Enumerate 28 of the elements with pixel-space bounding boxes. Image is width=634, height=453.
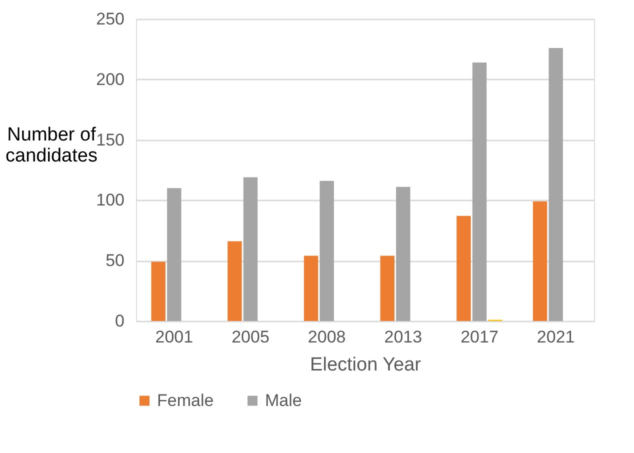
- y-tick-label: 100: [96, 190, 124, 210]
- y-tick-label: 200: [96, 70, 124, 89]
- bar: [548, 48, 563, 321]
- x-tick-label: 2017: [460, 328, 498, 346]
- y-tick-label: 0: [115, 312, 124, 330]
- legend-label: Female: [157, 390, 214, 410]
- bar: [472, 62, 487, 321]
- x-tick-label: 2008: [308, 328, 346, 346]
- legend-label: Male: [265, 390, 302, 410]
- bar: [320, 180, 334, 321]
- bar: [396, 186, 410, 321]
- bar: [532, 201, 548, 321]
- bar: [167, 188, 182, 321]
- bar: [243, 177, 258, 321]
- bar: [304, 256, 318, 321]
- x-tick-label: 2013: [384, 328, 422, 346]
- x-tick-label: 2021: [536, 328, 575, 346]
- y-tick-label: 250: [96, 10, 124, 28]
- bar: [456, 216, 471, 321]
- y-tick-label: 50: [106, 251, 124, 270]
- y-tick-label: 150: [96, 130, 124, 150]
- bar: [228, 241, 242, 321]
- x-tick-label: 2005: [232, 328, 270, 346]
- x-axis-title: Election Year: [310, 354, 422, 376]
- x-tick-label: 2001: [155, 328, 194, 346]
- bar: [380, 256, 394, 321]
- y-axis-title: Number of candidates: [6, 124, 98, 166]
- bar: [151, 262, 166, 321]
